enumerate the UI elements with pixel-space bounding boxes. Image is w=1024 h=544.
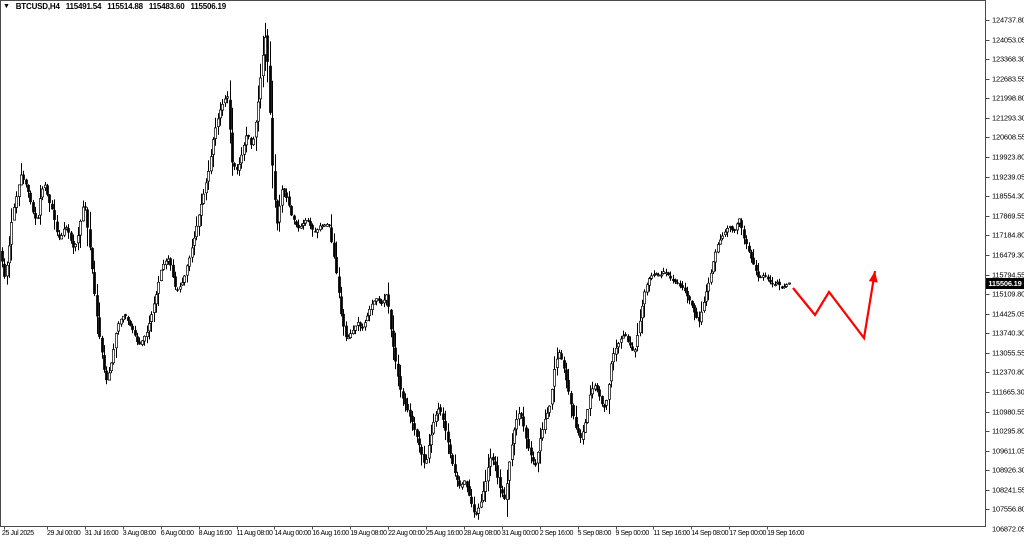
time-axis-label: 11 Aug 08:00 bbox=[236, 530, 273, 537]
forecast-arrow-head bbox=[868, 271, 878, 283]
time-axis-label: 16 Aug 16:00 bbox=[312, 530, 349, 537]
price-axis-label: 113055.55 bbox=[992, 348, 1024, 358]
price-axis-label: 107556.80 bbox=[992, 504, 1024, 514]
price-axis-label: 119923.80 bbox=[992, 152, 1024, 162]
chart-symbol-period: BTCUSD,H4 bbox=[15, 2, 60, 11]
time-axis-label: 25 Jul 2025 bbox=[2, 530, 34, 537]
price-axis-label: 121998.80 bbox=[992, 93, 1024, 103]
time-axis-label: 19 Sep 16:00 bbox=[767, 530, 804, 537]
price-axis-label: 121293.30 bbox=[992, 113, 1024, 123]
time-axis-label: 29 Jul 00:00 bbox=[47, 530, 81, 537]
price-axis-label: 120608.55 bbox=[992, 132, 1024, 142]
time-axis-label: 9 Sep 00:00 bbox=[615, 530, 650, 537]
price-axis-label: 110295.80 bbox=[992, 426, 1024, 436]
price-axis-label: 110980.55 bbox=[992, 407, 1024, 417]
price-axis-label: 115109.80 bbox=[992, 289, 1024, 299]
time-axis-label: 25 Aug 16:00 bbox=[426, 530, 463, 537]
time-axis-label: 14 Sep 08:00 bbox=[691, 530, 729, 537]
price-axis-label: 122683.55 bbox=[992, 74, 1024, 84]
time-axis-label: 17 Sep 00:00 bbox=[729, 530, 767, 537]
chart-low-value: 115483.60 bbox=[148, 2, 185, 11]
price-axis-label: 106872.05 bbox=[992, 524, 1024, 534]
time-axis-label: 14 Aug 00:00 bbox=[274, 530, 311, 537]
time-axis-label: 3 Aug 08:00 bbox=[122, 530, 156, 537]
time-axis: 25 Jul 2025 29 Jul 00:00 31 Jul 16:00 3 Aug… bbox=[0, 527, 986, 544]
price-axis-label: 119239.05 bbox=[992, 172, 1024, 182]
time-axis-label: 8 Aug 16:00 bbox=[198, 530, 232, 537]
price-axis-label: 108241.55 bbox=[992, 485, 1024, 495]
current-price-label: 115506.19 bbox=[986, 277, 1024, 289]
price-axis-label: 116479.30 bbox=[992, 250, 1024, 260]
price-axis-label: 113740.30 bbox=[992, 328, 1024, 338]
time-axis-label: 6 Aug 00:00 bbox=[160, 530, 194, 537]
time-axis-label: 5 Sep 08:00 bbox=[577, 530, 612, 537]
price-axis-label: 124737.80 bbox=[992, 15, 1024, 25]
chart-high-value: 115514.88 bbox=[107, 2, 143, 11]
time-axis-label: 19 Aug 08:00 bbox=[350, 530, 387, 537]
price-axis-label: 109611.05 bbox=[992, 446, 1024, 456]
chart-title: ▼ BTCUSD,H4 115491.54 115514.88 115483.6… bbox=[3, 2, 228, 11]
price-axis-label: 111665.30 bbox=[992, 387, 1024, 397]
time-axis-label: 2 Sep 16:00 bbox=[539, 530, 574, 537]
time-axis-label: 11 Sep 16:00 bbox=[653, 530, 690, 537]
chart-open-value: 115491.54 bbox=[65, 2, 102, 11]
price-axis-label: 118554.30 bbox=[992, 191, 1024, 201]
dropdown-arrow-icon[interactable]: ▼ bbox=[3, 2, 10, 10]
time-axis-label: 22 Aug 00:00 bbox=[388, 530, 425, 537]
price-axis-label: 117869.55 bbox=[992, 211, 1024, 221]
price-axis: 124737.80 124053.05 123368.30 122683.55 1219… bbox=[986, 0, 1024, 544]
price-axis-label: 108926.30 bbox=[992, 465, 1024, 475]
time-axis-label: 28 Aug 08:00 bbox=[463, 530, 501, 537]
price-axis-label: 114425.05 bbox=[992, 309, 1024, 319]
price-axis-label: 112370.80 bbox=[992, 367, 1024, 377]
price-axis-label: 124053.05 bbox=[992, 35, 1024, 45]
price-axis-label: 123368.30 bbox=[992, 54, 1024, 64]
price-axis-label: 115794.55 bbox=[992, 270, 1024, 279]
forecast-arrow[interactable] bbox=[792, 270, 877, 341]
time-axis-label: 31 Aug 00:00 bbox=[501, 530, 539, 537]
time-axis-label: 31 Jul 16:00 bbox=[84, 530, 119, 537]
price-axis-label: 117184.80 bbox=[992, 230, 1024, 240]
chart-close-value: 115506.19 bbox=[190, 2, 227, 11]
